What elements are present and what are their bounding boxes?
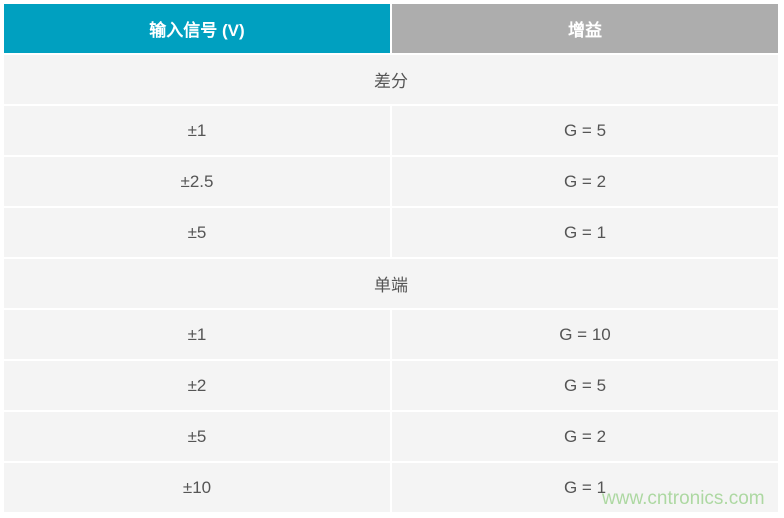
input-cell: ±2.5 <box>4 157 390 206</box>
header-gain: 增益 <box>392 4 778 53</box>
gain-cell: G = 10 <box>392 310 778 359</box>
header-input-signal: 输入信号 (V) <box>4 4 390 53</box>
table-row: ±2.5 G = 2 <box>4 157 778 206</box>
section-title: 差分 <box>4 55 778 104</box>
input-cell: ±1 <box>4 106 390 155</box>
gain-cell: G = 2 <box>392 412 778 461</box>
gain-cell: G = 2 <box>392 157 778 206</box>
input-cell: ±1 <box>4 310 390 359</box>
table-row: ±10 G = 1 <box>4 463 778 512</box>
section-row: 差分 <box>4 55 778 104</box>
table-row: ±5 G = 1 <box>4 208 778 257</box>
gain-table: 输入信号 (V) 增益 差分 ±1 G = 5 ±2.5 G = 2 ±5 G = 1 单端 ±… <box>4 4 778 514</box>
gain-cell: G = 1 <box>392 463 778 512</box>
table-header: 输入信号 (V) 增益 <box>4 4 778 53</box>
input-cell: ±5 <box>4 208 390 257</box>
input-cell: ±10 <box>4 463 390 512</box>
table-row: ±1 G = 5 <box>4 106 778 155</box>
input-cell: ±2 <box>4 361 390 410</box>
gain-cell: G = 1 <box>392 208 778 257</box>
table-row: ±1 G = 10 <box>4 310 778 359</box>
gain-cell: G = 5 <box>392 361 778 410</box>
section-row: 单端 <box>4 259 778 308</box>
section-title: 单端 <box>4 259 778 308</box>
table-body: 差分 ±1 G = 5 ±2.5 G = 2 ±5 G = 1 单端 ±1 G = 10 ±2 G =… <box>4 55 778 512</box>
gain-cell: G = 5 <box>392 106 778 155</box>
watermark: www.cntronics.com <box>602 488 765 509</box>
input-cell: ±5 <box>4 412 390 461</box>
table-row: ±5 G = 2 <box>4 412 778 461</box>
table-row: ±2 G = 5 <box>4 361 778 410</box>
